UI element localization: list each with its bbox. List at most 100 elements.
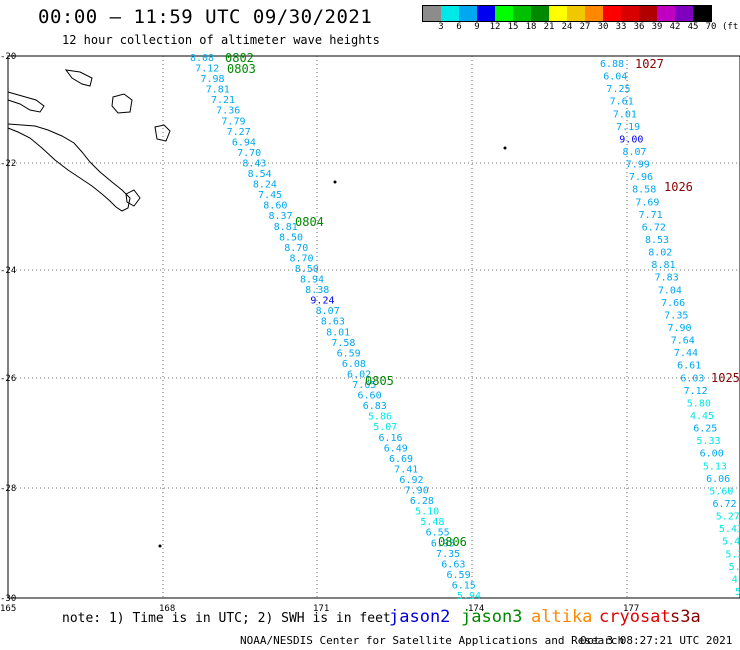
wave-height-value: 5.13 (703, 461, 727, 472)
wave-height-value: 6.08 (342, 359, 366, 370)
color-scale-swatch (423, 6, 441, 21)
pass-time-label: 0803 (227, 62, 256, 76)
ouvea-coast (64, 69, 93, 87)
legend-jason2: jason2 (389, 607, 451, 627)
longitude-tick-label: 174 (468, 604, 484, 614)
color-scale-label: 3 (438, 22, 444, 32)
color-scale-label: 18 (525, 22, 537, 32)
color-scale-label: 27 (579, 22, 591, 32)
wave-height-value: 8.54 (248, 169, 272, 180)
pass-time-label: 0806 (438, 535, 467, 549)
wave-height-value: 4.45 (690, 411, 714, 422)
axis-labels: 165 168 171 174 177 -20 -22 -24 -26 -28 -30 (0, 52, 639, 614)
wave-height-value: 8.01 (326, 327, 350, 338)
wave-height-value: 7.70 (237, 148, 261, 159)
wave-height-value: 7.64 (671, 336, 695, 347)
longitude-tick-label: 168 (159, 604, 175, 614)
longitude-tick-label: 177 (623, 604, 639, 614)
credit-date: Oct 3 08:27:21 UTC 2021 (580, 634, 733, 647)
wave-height-value: 7.66 (661, 298, 685, 309)
wave-height-value: 6.63 (441, 559, 465, 570)
wave-height-value: 7.98 (200, 74, 224, 85)
wave-height-value: 8.43 (242, 158, 266, 169)
color-scale-swatch (531, 6, 549, 21)
map-subtitle: 12 hour collection of altimeter wave hei… (62, 33, 380, 47)
wave-height-value: 7.90 (405, 486, 429, 497)
coastline (7, 69, 171, 212)
wave-height-value: 7.21 (211, 95, 235, 106)
wave-height-value: 7.79 (221, 116, 245, 127)
wave-height-value: 6.02 (347, 369, 371, 380)
color-scale-swatch (639, 6, 657, 21)
wave-height-value: 6.59 (447, 570, 471, 581)
wave-height-value: 8.37 (269, 211, 293, 222)
loyalty-islands-coast (7, 91, 45, 113)
color-scale-swatch (477, 6, 495, 21)
wave-height-value: 7.44 (674, 348, 698, 359)
color-scale-swatch (693, 6, 711, 21)
color-scale-label: 39 (651, 22, 663, 32)
latitude-tick-label: -28 (0, 484, 16, 494)
wave-height-value: 5.33 (696, 436, 720, 447)
wave-height-value: 4.40 (732, 574, 740, 585)
wave-height-value: 5.39 (725, 549, 740, 560)
wave-height-value: 8.81 (651, 260, 675, 271)
wave-height-value: 8.60 (263, 201, 287, 212)
longitude-tick-label: 165 (0, 604, 16, 614)
pass-time-label: 0805 (365, 374, 394, 388)
color-scale-label: 6 (456, 22, 462, 32)
color-scale-label: 36 (633, 22, 645, 32)
pass-time-label: 0802 (225, 51, 254, 65)
wave-height-value: 6.83 (363, 401, 387, 412)
wave-height-value: 8.58 (632, 185, 656, 196)
color-scale-bar (422, 5, 712, 22)
wave-height-value: 7.90 (668, 323, 692, 334)
latitude-tick-label: -20 (0, 52, 16, 62)
wave-height-value: 6.92 (399, 475, 423, 486)
wave-height-value: 7.83 (655, 273, 679, 284)
color-scale-swatch (459, 6, 477, 21)
wave-height-value: 7.35 (436, 549, 460, 560)
color-scale-label: 42 (669, 22, 681, 32)
pass-time-label: 1026 (664, 180, 693, 194)
wave-height-value: 7.19 (616, 122, 640, 133)
wave-height-value: 8.38 (305, 285, 329, 296)
wave-height-value: 8.24 (253, 180, 277, 191)
color-scale-label: 30 (597, 22, 609, 32)
wave-height-value: 6.25 (693, 424, 717, 435)
credit-line: NOAA/NESDIS Center for Satellite Applica… (240, 634, 625, 647)
color-scale-swatch (675, 6, 693, 21)
wave-height-value: 6.60 (358, 391, 382, 402)
latitude-tick-label: -22 (0, 159, 16, 169)
wave-height-value: 8.50 (279, 232, 303, 243)
latitude-tick-label: -26 (0, 374, 16, 384)
wave-height-value: 8.94 (300, 275, 324, 286)
color-scale-label: 24 (561, 22, 573, 32)
wave-height-value: 7.61 (610, 97, 634, 108)
wave-height-value: 6.03 (680, 373, 704, 384)
wave-height-value: 7.96 (629, 172, 653, 183)
wave-height-value: 7.81 (206, 85, 230, 96)
legend-s3a: s3a (670, 607, 701, 627)
wave-height-value: 7.25 (606, 84, 630, 95)
wave-height-value: 6.59 (337, 348, 361, 359)
wave-height-value: 5.40 (722, 537, 740, 548)
wave-height-value: 9.00 (619, 134, 643, 145)
legend-altika: altika (531, 607, 593, 627)
wave-height-value: 6.69 (389, 454, 413, 465)
wave-height-value: 8.07 (316, 306, 340, 317)
pass-time-label: 1027 (635, 57, 664, 71)
wave-height-value: 8.07 (623, 147, 647, 158)
wave-height-value: 6.88 (600, 59, 624, 70)
color-scale-swatch (495, 6, 513, 21)
wave-height-value: 5.27 (716, 512, 740, 523)
wave-height-value: 6.16 (378, 433, 402, 444)
wave-height-value: 5.43 (719, 524, 740, 535)
wave-height-value: 8.70 (284, 243, 308, 254)
islet (503, 146, 507, 150)
wave-height-value: 5.86 (368, 412, 392, 423)
wave-height-value: 7.36 (216, 106, 240, 117)
color-scale-swatch (441, 6, 459, 21)
